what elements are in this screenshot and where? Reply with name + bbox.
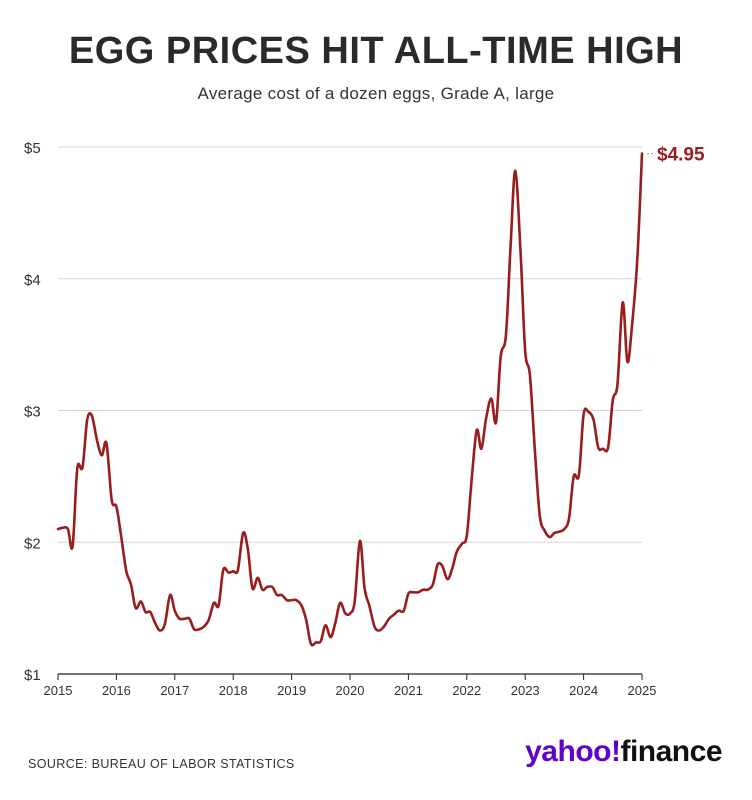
x-tick-label: 2021 [394, 683, 423, 698]
x-tick-label: 2024 [569, 683, 598, 698]
end-value-label: $4.95 [657, 145, 705, 166]
x-tick-label: 2016 [102, 683, 131, 698]
chart-subtitle: Average cost of a dozen eggs, Grade A, l… [197, 84, 555, 103]
x-tick-label: 2015 [44, 683, 73, 698]
y-tick-label: $2 [24, 535, 41, 552]
yahoo-finance-logo: yahoo!finance [525, 735, 722, 769]
y-tick-label: $5 [24, 140, 41, 157]
x-tick-label: 2020 [336, 683, 365, 698]
x-tick-label: 2023 [511, 683, 540, 698]
y-tick-label: $3 [24, 404, 41, 421]
brand-yahoo: yahoo! [525, 735, 621, 768]
price-line [56, 152, 644, 647]
x-tick-label: 2025 [628, 683, 657, 698]
y-tick-label: $1 [24, 667, 41, 684]
y-tick-label: $4 [24, 272, 41, 289]
x-tick-label: 2019 [277, 683, 306, 698]
x-tick-label: 2017 [160, 683, 189, 698]
brand-finance: finance [620, 735, 722, 768]
x-tick-label: 2018 [219, 683, 248, 698]
source-note: SOURCE: BUREAU OF LABOR STATISTICS [28, 757, 295, 771]
x-tick-label: 2022 [452, 683, 481, 698]
chart-title: EGG PRICES HIT ALL-TIME HIGH [68, 30, 684, 72]
